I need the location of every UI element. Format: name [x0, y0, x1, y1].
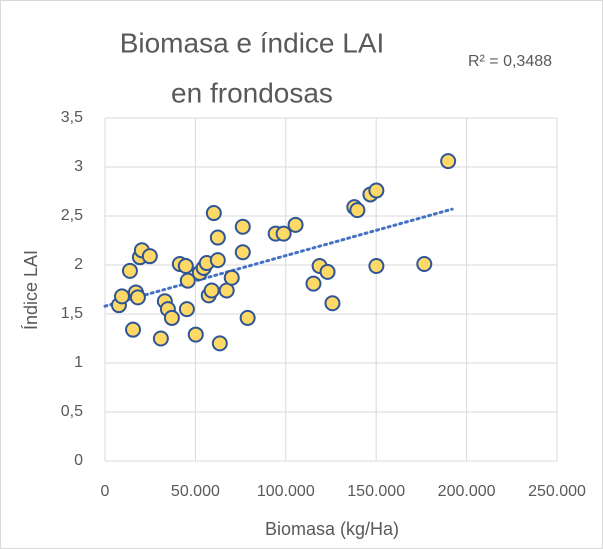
point — [239, 309, 256, 326]
point — [179, 272, 196, 289]
point — [368, 182, 385, 199]
point — [178, 301, 195, 318]
x-tick-label: 50.000 — [171, 483, 220, 500]
y-tick-label: 1 — [74, 354, 83, 371]
point — [163, 309, 180, 326]
x-tick-label: 250.000 — [528, 483, 586, 500]
point — [203, 282, 220, 299]
x-tick-label: 200.000 — [438, 483, 496, 500]
x-tick-label: 0 — [101, 483, 110, 500]
point — [440, 153, 457, 170]
x-axis-title: Biomasa (kg/Ha) — [265, 519, 399, 539]
point — [234, 244, 251, 261]
point — [141, 248, 158, 265]
point — [287, 216, 304, 233]
y-axis-title: Índice LAI — [21, 250, 41, 330]
point — [205, 205, 222, 222]
x-tick-label: 150.000 — [347, 483, 405, 500]
x-tick-label: 100.000 — [257, 483, 315, 500]
point — [125, 321, 142, 338]
point — [319, 263, 336, 280]
r2-annotation: R² = 0,3488 — [468, 53, 552, 70]
y-tick-label: 0,5 — [61, 403, 83, 420]
trendline — [103, 207, 454, 308]
point — [305, 275, 322, 292]
point — [223, 269, 240, 286]
y-tick-label: 3 — [74, 158, 83, 175]
point — [368, 257, 385, 274]
point — [187, 326, 204, 343]
point — [129, 289, 146, 306]
y-tick-label: 2 — [74, 256, 83, 273]
point — [349, 202, 366, 219]
y-tick-label: 2,5 — [61, 207, 83, 224]
y-tick-label: 0 — [74, 452, 83, 469]
point — [121, 262, 138, 279]
point — [211, 335, 228, 352]
point — [416, 256, 433, 273]
point — [275, 225, 292, 242]
point — [234, 218, 251, 235]
point — [209, 229, 226, 246]
y-tick-label: 3,5 — [61, 109, 83, 126]
point — [324, 295, 341, 312]
point — [152, 330, 169, 347]
point — [177, 257, 194, 274]
chart-title: en frondosas — [171, 77, 333, 108]
chart-title: Biomasa e índice LAI — [120, 27, 385, 58]
point — [209, 252, 226, 269]
point — [113, 288, 130, 305]
y-tick-label: 1,5 — [61, 305, 83, 322]
